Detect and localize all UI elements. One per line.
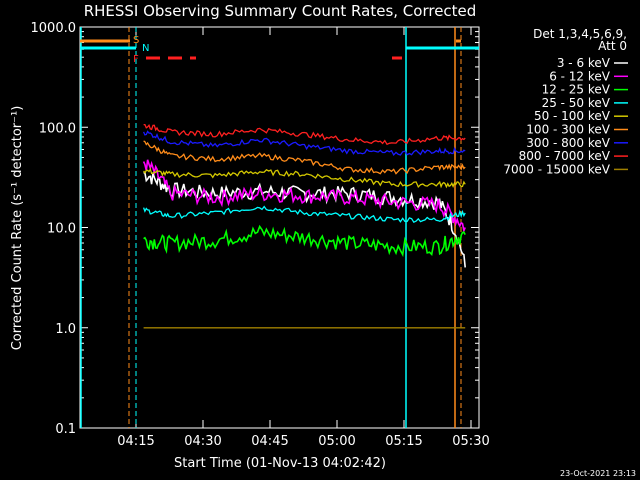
series-line-3 (143, 224, 466, 258)
flare-flag-label: F (133, 54, 139, 65)
series-group (142, 123, 466, 329)
night-flag-label: N (142, 43, 149, 54)
x-axis-label: Start Time (01-Nov-13 04:02:42) (174, 456, 386, 471)
legend-entry-label: 12 - 25 keV (542, 83, 611, 97)
legend-entry-label: 800 - 7000 keV (519, 149, 611, 163)
axis-ticks: 1000.0 100.0 10.0 1.0 0.1 04:15 04:30 04:45 05:0… (31, 21, 490, 449)
y-tick-label: 10.0 (47, 222, 76, 237)
x-tick-label: 05:15 (385, 434, 422, 449)
legend-entry-label: 50 - 100 keV (534, 109, 611, 123)
series-line-6 (143, 140, 466, 175)
legend-entry-label: 25 - 50 keV (542, 96, 611, 110)
legend-header: Det 1,3,4,5,6,9, (533, 27, 627, 41)
saa-flag-label: S (133, 35, 139, 46)
legend-entry-label: 100 - 300 keV (526, 123, 610, 137)
series-line-1 (143, 171, 466, 268)
y-tick-label: 100.0 (39, 121, 76, 136)
x-tick-label: 04:30 (184, 434, 221, 449)
x-tick-label: 04:45 (251, 434, 288, 449)
legend-entry-label: 300 - 800 keV (526, 136, 610, 150)
y-axis-label: Corrected Count Rate (s⁻¹ detector⁻¹) (10, 106, 25, 351)
timestamp: 23-Oct-2021 23:13 (560, 469, 636, 478)
legend-entry-label: 3 - 6 keV (557, 56, 611, 70)
x-tick-label: 04:15 (117, 434, 154, 449)
x-tick-label: 05:00 (318, 434, 355, 449)
series-line-7 (143, 130, 466, 157)
y-tick-label: 0.1 (55, 422, 76, 437)
chart-title: RHESSI Observing Summary Count Rates, Co… (84, 2, 477, 20)
series-line-4 (142, 205, 466, 224)
series-line-8 (143, 123, 466, 146)
legend-header: Att 0 (598, 39, 627, 53)
y-tick-label: 1.0 (55, 322, 76, 337)
plot-frame (79, 26, 480, 429)
y-tick-label: 1000.0 (31, 21, 77, 36)
legend-entry-label: 7000 - 15000 keV (503, 162, 610, 176)
legend-entry-label: 6 - 12 keV (549, 69, 611, 83)
series-line-5 (143, 167, 466, 189)
series-line-2 (142, 159, 466, 234)
x-tick-label: 05:30 (452, 434, 489, 449)
